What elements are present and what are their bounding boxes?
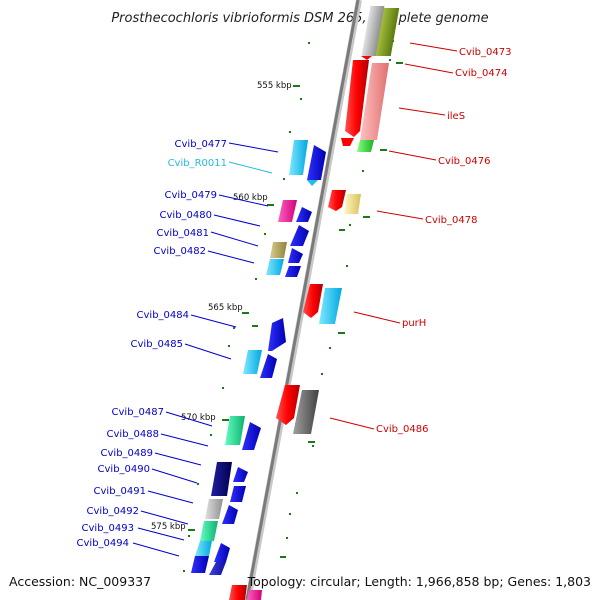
label-cvib-0492[interactable]: Cvib_0492 — [87, 506, 139, 517]
label-cvib-0481[interactable]: Cvib_0481 — [157, 228, 209, 239]
scale-label-575: 575 kbp — [151, 522, 186, 532]
label-cvib-0479[interactable]: Cvib_0479 — [165, 190, 217, 201]
gene-cvib-0484[interactable] — [268, 318, 286, 351]
gene-cvib-0477-blue[interactable] — [307, 145, 326, 180]
label-cvib-0482[interactable]: Cvib_0482 — [154, 246, 206, 257]
gene-cvib-0492[interactable] — [205, 499, 223, 519]
reverse-genes — [191, 140, 326, 575]
label-cvib-0480[interactable]: Cvib_0480 — [160, 210, 212, 221]
scale-label-555: 555 kbp — [257, 81, 292, 91]
gene-cvib-0478[interactable] — [344, 194, 361, 214]
gene-cvib-0473[interactable] — [374, 8, 400, 56]
gene-red-arrow-tip[interactable] — [341, 138, 354, 146]
left-labels: Cvib_0477 Cvib_R0011 Cvib_0479 Cvib_0480… — [77, 139, 227, 549]
scale-dashes — [188, 62, 403, 558]
gene-purh[interactable] — [319, 288, 342, 324]
gene-magenta-bottom[interactable] — [247, 590, 262, 600]
gene-cvib-0476[interactable] — [357, 140, 374, 152]
gene-cvib-0493[interactable] — [200, 521, 218, 541]
gene-cvib-0482[interactable] — [288, 248, 303, 263]
gene-cvib-r0011[interactable] — [307, 180, 318, 186]
label-cvib-0494[interactable]: Cvib_0494 — [77, 538, 129, 549]
label-cvib-0478[interactable]: Cvib_0478 — [425, 215, 477, 226]
gene-cvib-0479[interactable] — [278, 200, 297, 222]
gene-cvib-0494[interactable] — [214, 543, 230, 562]
scale-label-570: 570 kbp — [181, 413, 216, 423]
forward-genes — [229, 6, 400, 600]
gene-cvib-0477[interactable] — [289, 140, 308, 175]
label-cvib-0484[interactable]: Cvib_0484 — [137, 310, 189, 321]
gene-cvib-0481[interactable] — [290, 225, 309, 246]
scale-label-565: 565 kbp — [208, 303, 243, 313]
gene-cvib-0482-cyan[interactable] — [266, 259, 284, 275]
gene-cvib-0490[interactable] — [233, 467, 248, 482]
label-cvib-r0011[interactable]: Cvib_R0011 — [168, 158, 227, 169]
accession-text: Accession: NC_009337 — [9, 574, 151, 589]
label-cvib-0489[interactable]: Cvib_0489 — [101, 448, 153, 459]
gene-ils-region-red[interactable] — [345, 60, 369, 137]
map-title: Prosthecochloris vibrioformis DSM 265, c… — [111, 11, 488, 26]
gene-red-bottom[interactable] — [229, 585, 247, 600]
gene-cvib-0491[interactable] — [230, 486, 246, 502]
gene-cvib-0485[interactable] — [243, 350, 262, 374]
gene-cvib-0487[interactable] — [225, 416, 245, 445]
gene-cvib-0482-khaki[interactable] — [270, 242, 287, 258]
scale-dots — [183, 40, 394, 572]
gene-cvib-0485-blue[interactable] — [260, 354, 277, 378]
label-cvib-0474[interactable]: Cvib_0474 — [455, 68, 507, 79]
right-labels: Cvib_0473 Cvib_0474 ileS Cvib_0476 Cvib_… — [376, 47, 511, 435]
label-cvib-0485[interactable]: Cvib_0485 — [131, 339, 183, 350]
gene-cvib-0489[interactable] — [211, 462, 232, 496]
gene-iles[interactable] — [360, 63, 389, 140]
gene-cvib-0488[interactable] — [242, 422, 261, 450]
gene-small-red[interactable] — [361, 56, 372, 60]
label-cvib-0473[interactable]: Cvib_0473 — [459, 47, 511, 58]
gene-purh-red[interactable] — [303, 284, 323, 318]
gene-red-long[interactable] — [276, 385, 300, 425]
label-cvib-0487[interactable]: Cvib_0487 — [112, 407, 164, 418]
left-leader-lines — [132, 142, 279, 557]
label-cvib-0490[interactable]: Cvib_0490 — [98, 464, 150, 475]
gene-cvib-0494-c[interactable] — [209, 562, 226, 575]
label-cvib-0476[interactable]: Cvib_0476 — [438, 156, 490, 167]
gene-cvib-0494-b[interactable] — [191, 556, 209, 573]
gene-red-short[interactable] — [328, 190, 346, 211]
gene-cvib-0482-blue2[interactable] — [285, 266, 301, 277]
gene-cvib-0479-blue[interactable] — [296, 207, 312, 222]
gene-cvib-0493-cyan[interactable] — [195, 541, 212, 556]
gene-cvib-0486[interactable] — [293, 390, 319, 434]
label-cvib-0488[interactable]: Cvib_0488 — [107, 429, 159, 440]
label-cvib-0493[interactable]: Cvib_0493 — [82, 523, 134, 534]
label-cvib-0486[interactable]: Cvib_0486 — [376, 424, 428, 435]
gene-cvib-0474-faded[interactable] — [361, 6, 385, 56]
genome-backbone — [245, 0, 362, 600]
genome-summary-text: Topology: circular; Length: 1,966,858 bp… — [247, 574, 591, 589]
label-cvib-0491[interactable]: Cvib_0491 — [94, 486, 146, 497]
gene-cvib-0492-blue[interactable] — [222, 505, 238, 524]
label-iles[interactable]: ileS — [447, 111, 465, 122]
label-cvib-0477[interactable]: Cvib_0477 — [175, 139, 227, 150]
right-leader-lines — [329, 42, 458, 430]
label-purh[interactable]: purH — [402, 318, 426, 329]
scale-label-560: 560 kbp — [233, 193, 268, 203]
rna-leader-line — [228, 161, 273, 174]
